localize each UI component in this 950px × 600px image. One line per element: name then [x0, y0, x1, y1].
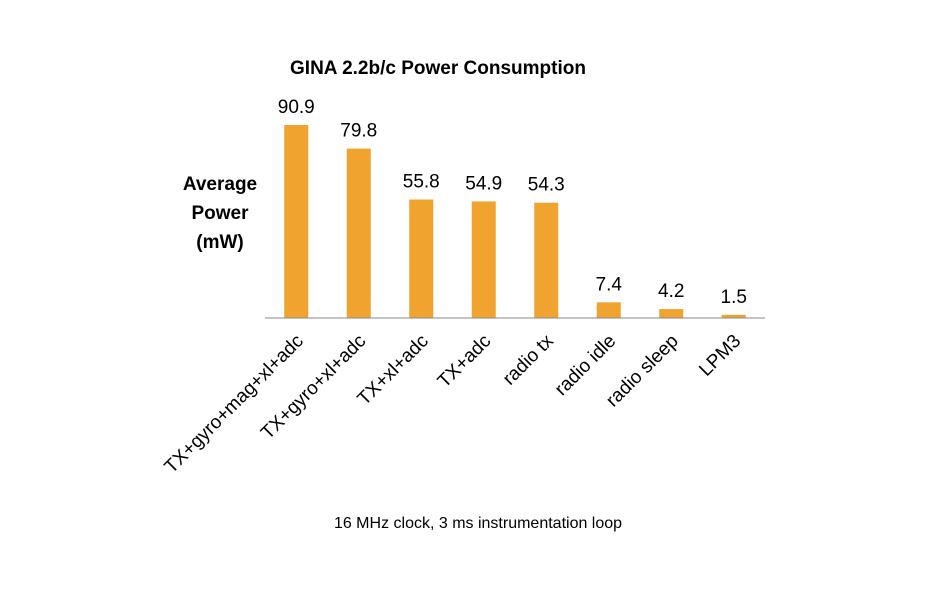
bar — [471, 201, 496, 318]
y-axis-label: Average Power (mW) — [183, 174, 257, 253]
bar — [409, 199, 434, 318]
data-label: 7.4 — [596, 274, 623, 295]
y-axis-label-line: (mW) — [196, 232, 243, 253]
y-axis-label-line: Average — [183, 174, 257, 195]
bar — [346, 148, 371, 318]
data-label: 79.8 — [340, 121, 377, 142]
y-axis-label-line: Power — [191, 203, 249, 224]
bar-series — [284, 125, 746, 318]
bar — [534, 202, 559, 318]
footnote: 16 MHz clock, 3 ms instrumentation loop — [334, 515, 622, 532]
chart-title: GINA 2.2b/c Power Consumption — [290, 58, 586, 79]
category-label: TX+gyro+xl+adc — [257, 331, 370, 444]
category-label: radio tx — [499, 330, 558, 389]
bar — [596, 302, 621, 318]
bar — [659, 309, 684, 318]
category-labels: TX+gyro+mag+xl+adcTX+gyro+xl+adcTX+xl+ad… — [161, 330, 746, 477]
data-label: 1.5 — [721, 287, 747, 308]
data-label: 4.2 — [658, 281, 684, 302]
data-label: 54.9 — [465, 173, 502, 194]
category-label: LPM3 — [695, 331, 745, 381]
category-label: TX+adc — [434, 331, 496, 393]
data-label: 54.3 — [528, 175, 565, 196]
data-label: 55.8 — [403, 172, 440, 193]
data-label: 90.9 — [278, 97, 315, 118]
bar — [721, 314, 746, 318]
data-labels: 90.9 79.8 55.8 54.9 54.3 7.4 4.2 1.5 — [278, 97, 747, 308]
bar — [284, 125, 309, 318]
